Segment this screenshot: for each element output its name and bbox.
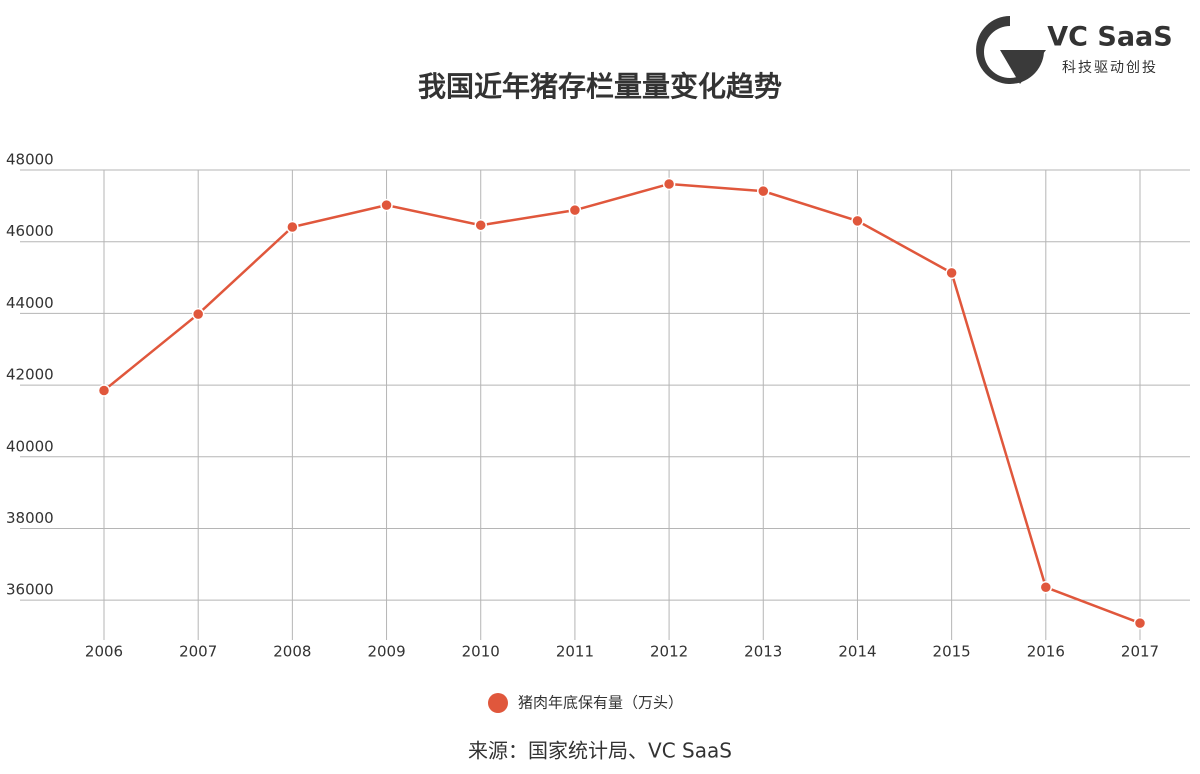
x-tick-label: 2007: [179, 643, 217, 661]
point: [474, 218, 487, 232]
logo-mark: [976, 16, 1044, 84]
y-tick-label: 48000: [6, 151, 54, 169]
point: [662, 177, 676, 191]
x-tick-label: 2016: [1027, 643, 1065, 661]
x-tick-label: 2006: [85, 643, 123, 661]
logo-mark-tip: [1000, 50, 1046, 84]
logo-name: VC SaaS: [1047, 22, 1172, 53]
y-tick-label: 40000: [6, 437, 54, 455]
line: [103, 182, 1141, 625]
point: [1039, 580, 1053, 594]
y-tick-label: 38000: [6, 509, 54, 527]
legend-label: 猪肉年底保有量（万头）: [518, 694, 683, 712]
x-tick-label: 2015: [933, 643, 971, 661]
logo-tagline: 科技驱动创投: [1062, 60, 1158, 76]
point: [191, 307, 205, 321]
x-tick-label: 2014: [838, 643, 876, 661]
x-tick-label: 2017: [1121, 643, 1159, 661]
y-tick-label: 44000: [6, 294, 54, 312]
x-tick-label: 2013: [744, 643, 782, 661]
chart-title: 我国近年猪存栏量量变化趋势: [418, 70, 782, 103]
y-tick-label: 46000: [6, 222, 54, 240]
x-tick-label: 2012: [650, 643, 688, 661]
logo: VC SaaS 科技驱动创投: [976, 16, 1173, 84]
x-tick-label: 2011: [556, 643, 594, 661]
point: [945, 266, 958, 280]
point: [97, 384, 111, 397]
point: [286, 220, 299, 234]
y-tick-label: 42000: [6, 366, 54, 384]
legend-marker: [488, 693, 508, 713]
x-tick-label: 2009: [367, 643, 405, 661]
point: [1133, 616, 1147, 630]
point: [568, 203, 582, 217]
point: [380, 198, 393, 212]
point: [851, 214, 864, 228]
x-tick-label: 2008: [273, 643, 311, 661]
point: [757, 184, 770, 198]
x-tick-label: 2010: [462, 643, 500, 661]
y-tick-label: 36000: [6, 581, 54, 599]
source: 来源：国家统计局、VC SaaS: [468, 739, 732, 763]
